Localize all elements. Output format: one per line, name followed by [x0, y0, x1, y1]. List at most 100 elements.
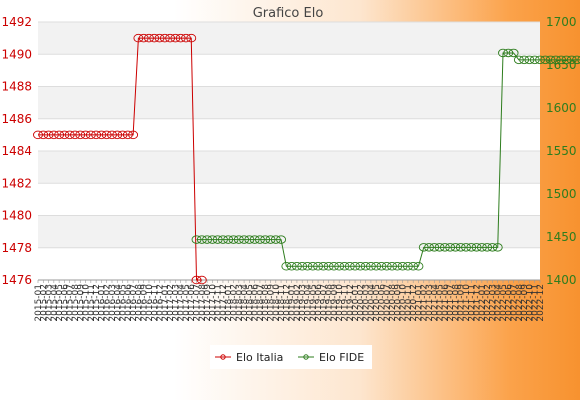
x-axis-tick-label: 2019-04 — [303, 284, 313, 322]
left-axis-tick: 1482 — [1, 176, 32, 190]
data-point-italia — [170, 33, 181, 43]
x-axis-tick-label: 2018-04 — [240, 284, 250, 322]
x-axis-tick-label: 2022-10 — [525, 284, 535, 322]
x-axis-tick-label: 2021-08 — [451, 284, 461, 322]
data-point-fide — [265, 235, 276, 244]
data-point-fide — [540, 55, 551, 65]
data-point-fide — [397, 261, 408, 271]
x-axis-tick-label: 2016-03 — [108, 284, 118, 322]
data-point-fide — [207, 235, 218, 244]
left-axis-tick: 1488 — [1, 80, 32, 94]
right-axis-tick: 1500 — [546, 187, 577, 201]
x-axis-tick-label: 2019-02 — [293, 284, 303, 322]
data-point-fide — [545, 55, 556, 65]
data-point-fide — [577, 56, 580, 64]
data-point-fide — [572, 55, 580, 65]
data-point-italia — [186, 33, 197, 43]
x-axis-tick-label: 2022-09 — [520, 284, 530, 322]
data-point-fide — [487, 243, 498, 252]
x-axis-tick-label: 2018-01 — [224, 284, 234, 322]
data-point-fide — [387, 261, 397, 271]
data-point-fide — [371, 261, 382, 271]
data-point-fide — [196, 235, 207, 244]
x-axis-tick-label: 2015-04 — [50, 284, 60, 322]
x-axis-tick-label: 2019-06 — [314, 284, 324, 322]
data-point-fide — [429, 243, 440, 252]
data-point-italia — [85, 130, 96, 140]
data-point-italia — [159, 33, 170, 43]
plot-band — [38, 183, 540, 216]
x-axis-tick-label: 2017-05 — [182, 284, 192, 322]
x-axis-tick-label: 2015-08 — [71, 284, 81, 322]
x-axis-tick-label: 2022-07 — [510, 284, 520, 322]
data-point-fide — [350, 261, 360, 271]
data-point-italia — [48, 130, 59, 140]
data-point-fide — [492, 243, 503, 252]
x-axis-tick-label: 2016-02 — [103, 284, 113, 322]
data-point-italia — [101, 130, 112, 140]
x-axis-tick-label: 2019-01 — [288, 284, 298, 322]
data-point-fide — [508, 48, 519, 58]
x-axis-tick-label: 2021-09 — [457, 284, 467, 322]
right-axis: 1400 1450 1500 1550 1600 1650 1700 — [546, 15, 577, 287]
legend: Elo Italia Elo FIDE — [210, 345, 372, 369]
data-point-fide — [260, 235, 271, 244]
data-point-fide — [413, 261, 424, 271]
x-axis-tick-label: 2017-04 — [177, 284, 187, 322]
x-axis-tick-label: 2016-06 — [124, 284, 134, 322]
x-axis-tick-label: 2015-12 — [92, 284, 102, 322]
grid-lines — [38, 21, 540, 281]
data-point-fide — [344, 261, 355, 271]
x-axis-tick-label: 2019-03 — [298, 284, 308, 322]
legend-marker-fide — [303, 354, 309, 360]
x-axis-tick-label: 2020-07 — [383, 284, 393, 322]
x-axis-tick-label: 2020-04 — [367, 284, 377, 322]
data-point-fide — [191, 235, 202, 244]
data-point-fide — [381, 261, 392, 271]
data-point-italia — [122, 130, 133, 140]
data-point-fide — [566, 55, 577, 65]
data-point-fide — [455, 243, 466, 252]
x-axis-tick-label: 2015-09 — [76, 284, 86, 322]
x-axis-tick-label: 2017-11 — [214, 284, 224, 322]
data-point-fide — [503, 48, 514, 58]
x-axis-tick-label: 2019-05 — [309, 284, 319, 322]
plot-band — [38, 22, 540, 55]
data-point-fide — [297, 261, 308, 271]
x-axis-tick-label: 2022-12 — [536, 284, 546, 322]
left-axis-tick: 1484 — [1, 144, 32, 158]
plot-band — [38, 151, 540, 184]
x-axis-tick-label: 2021-04 — [430, 284, 440, 322]
data-point-fide — [365, 261, 376, 271]
data-point-italia — [38, 130, 49, 140]
left-axis-tick: 1492 — [1, 15, 32, 29]
data-point-fide — [339, 261, 350, 271]
x-axis-tick-label: 2018-08 — [261, 284, 271, 322]
x-axis-tick-label: 2016-01 — [97, 284, 107, 322]
data-point-italia — [96, 130, 107, 140]
data-point-fide — [450, 243, 461, 252]
plot-band — [38, 247, 540, 280]
data-point-italia — [149, 33, 160, 43]
data-point-fide — [360, 261, 371, 271]
data-point-italia — [80, 130, 91, 140]
x-axis-tick-label: 2017-02 — [166, 284, 176, 322]
x-axis-tick-label: 2015-10 — [82, 284, 92, 322]
x-axis-tick-label: 2019-11 — [340, 284, 350, 322]
chart-title: Grafico Elo — [253, 6, 324, 21]
data-point-fide — [524, 55, 535, 65]
x-axis-tick-label: 2022-05 — [499, 284, 509, 322]
data-point-italia — [70, 130, 80, 140]
data-point-fide — [302, 261, 313, 271]
x-axis-tick-label: 2022-08 — [515, 284, 525, 322]
x-axis-tick-label: 2018-12 — [282, 284, 292, 322]
plot-band — [38, 54, 540, 87]
x-axis-tick-label: 2018-03 — [235, 284, 245, 322]
data-point-fide — [355, 261, 366, 271]
series-layer — [33, 33, 580, 285]
x-axis-tick-label: 2022-01 — [478, 284, 488, 322]
plot-band — [38, 86, 540, 119]
data-point-italia — [91, 130, 102, 140]
x-axis-tick-label: 2016-11 — [150, 284, 160, 322]
